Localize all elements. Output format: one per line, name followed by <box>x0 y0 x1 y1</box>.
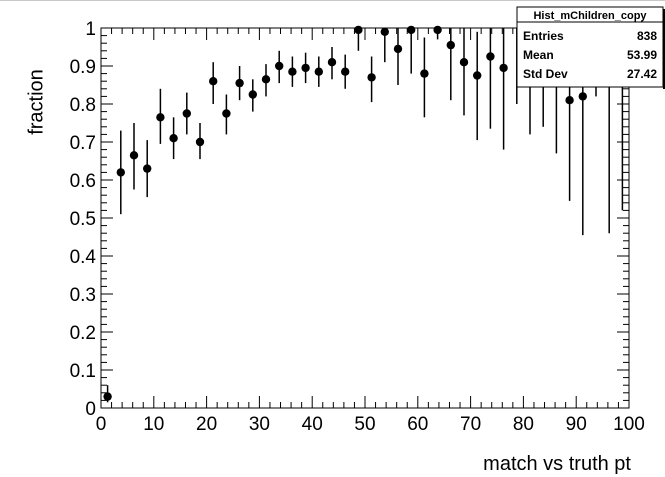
data-point <box>182 109 191 118</box>
data-point <box>565 96 574 105</box>
y-tick-label: 0.5 <box>70 209 96 230</box>
stats-stddev-label: Std Dev <box>523 67 568 81</box>
data-point <box>420 69 429 78</box>
stats-box-title: Hist_mChildren_copy <box>533 10 647 22</box>
data-point <box>314 67 323 76</box>
data-point <box>578 92 587 101</box>
data-point <box>156 113 165 122</box>
stats-entries-value: 838 <box>637 29 657 43</box>
data-point <box>499 63 508 73</box>
top-border-line <box>0 0 665 1</box>
data-point <box>407 25 416 35</box>
y-tick-labels: 0 0.1 0.2 0.3 0.4 0.5 0.6 0.7 0.8 0.9 1 <box>70 19 97 420</box>
y-tick-label: 0.2 <box>70 323 96 344</box>
y-axis-title: fraction <box>25 69 47 135</box>
y-tick-label: 0.3 <box>70 285 96 306</box>
y-tick-label: 0.6 <box>70 171 96 192</box>
stats-mean-label: Mean <box>523 48 554 62</box>
data-point <box>248 90 257 99</box>
y-tick-label: 0.7 <box>70 133 96 154</box>
y-tick-label: 0.9 <box>70 57 96 78</box>
data-point <box>261 75 271 84</box>
y-tick-label: 0 <box>85 399 96 420</box>
data-point <box>143 164 152 173</box>
x-tick-label: 40 <box>302 414 323 435</box>
x-tick-label: 50 <box>354 414 375 435</box>
x-tick-labels: 0 10 20 30 40 50 60 70 80 90 100 <box>96 414 645 435</box>
x-tick-label: 80 <box>513 414 534 435</box>
stats-mean-value: 53.99 <box>627 48 657 62</box>
stats-box: Hist_mChildren_copy Entries 838 Mean 53.… <box>516 6 665 89</box>
data-point <box>367 73 376 82</box>
data-point <box>129 151 139 160</box>
y-tick-label: 0.4 <box>70 247 97 268</box>
x-tick-label: 70 <box>460 414 481 435</box>
x-tick-label: 20 <box>196 414 217 435</box>
stats-stddev-value: 27.42 <box>627 67 657 81</box>
data-point <box>459 58 469 67</box>
data-point <box>433 25 442 35</box>
data-markers <box>103 25 587 401</box>
stats-entries-label: Entries <box>523 29 564 43</box>
data-point <box>288 67 297 76</box>
x-tick-label: 30 <box>249 414 270 435</box>
data-point <box>393 44 403 54</box>
data-point <box>486 52 495 61</box>
x-tick-label: 60 <box>407 414 428 435</box>
data-point <box>301 63 310 73</box>
x-tick-label: 100 <box>613 414 645 435</box>
data-point <box>103 392 112 401</box>
x-tick-label: 0 <box>96 414 107 435</box>
data-point <box>354 25 363 35</box>
data-point <box>275 61 284 71</box>
data-point <box>341 67 350 76</box>
data-point <box>222 109 231 118</box>
x-axis-title: match vs truth pt <box>483 453 631 475</box>
y-tick-label: 0.8 <box>70 95 96 116</box>
stats-box-frame <box>516 6 664 88</box>
y-tick-label: 1 <box>85 19 96 40</box>
x-tick-label: 90 <box>566 414 587 435</box>
data-point <box>380 27 389 36</box>
data-point <box>169 134 178 143</box>
data-point <box>446 40 455 50</box>
data-point <box>235 78 244 88</box>
y-tick-label: 0.1 <box>70 361 96 382</box>
data-point <box>195 137 205 147</box>
x-tick-label: 10 <box>143 414 164 435</box>
data-point <box>327 58 337 67</box>
data-point <box>116 168 126 177</box>
data-point <box>473 71 482 80</box>
stats-box-shadow <box>663 9 665 89</box>
data-point <box>209 77 218 86</box>
